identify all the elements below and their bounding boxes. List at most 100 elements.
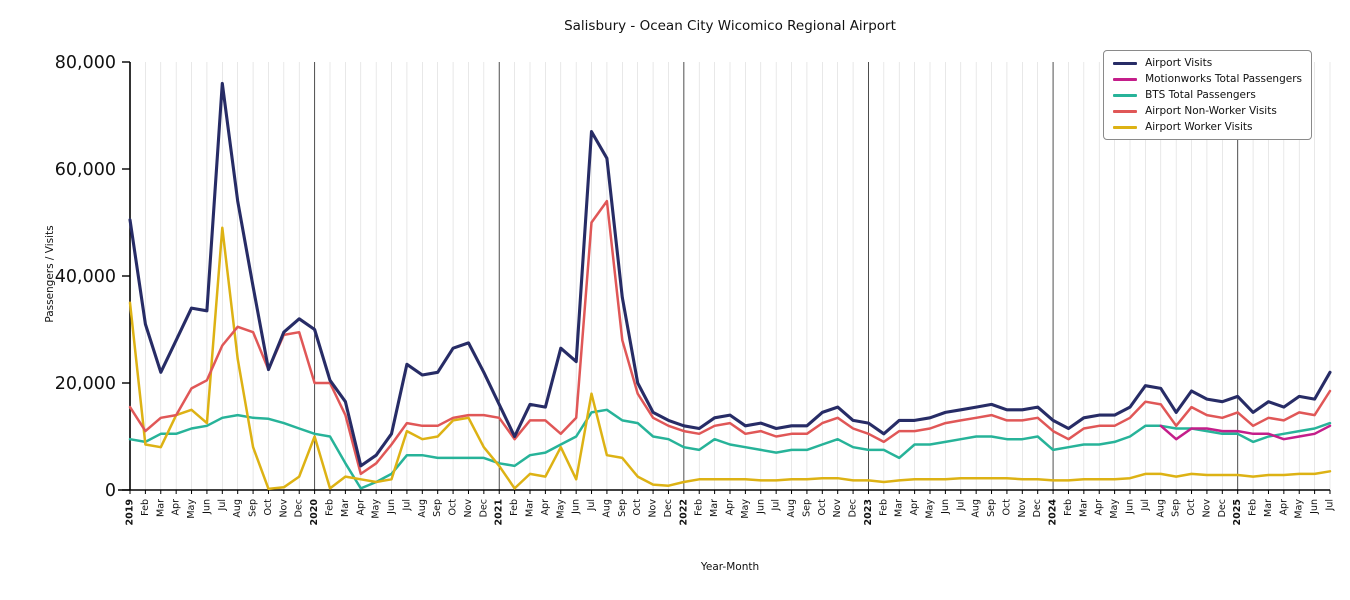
legend-line-swatch: [1113, 125, 1138, 129]
x-tick-label: May: [186, 499, 197, 519]
x-tick-label: 2023: [863, 499, 874, 525]
y-tick-label: 60,000: [55, 160, 116, 180]
x-tick-label: Aug: [601, 499, 612, 518]
x-tick-label: 2022: [678, 499, 689, 525]
x-tick-label: Dec: [1032, 499, 1043, 517]
x-tick-label: Oct: [817, 499, 828, 516]
x-tick-label: May: [1294, 499, 1305, 519]
x-tick-label: Apr: [909, 499, 920, 516]
x-tick-label: Sep: [432, 499, 443, 517]
x-tick-label: Sep: [986, 499, 997, 517]
x-tick-label: Jul: [955, 499, 966, 511]
x-tick-label: Oct: [632, 499, 643, 516]
x-tick-label: Feb: [878, 499, 889, 516]
x-tick-label: Dec: [294, 499, 305, 517]
legend-line-swatch: [1113, 93, 1138, 97]
legend-label: Airport Visits: [1145, 57, 1213, 69]
series-line-motionworks-total-passengers: [1159, 424, 1332, 441]
legend-item: Motionworks Total Passengers: [1113, 73, 1302, 85]
x-tick-label: Mar: [1263, 499, 1274, 517]
x-tick-label: Apr: [725, 499, 736, 516]
y-tick-label: 40,000: [55, 267, 116, 287]
y-tick-label: 80,000: [55, 53, 116, 73]
x-tick-label: Jul: [217, 499, 228, 511]
x-tick-label: Apr: [540, 499, 551, 516]
legend-label: BTS Total Passengers: [1145, 89, 1256, 101]
chart-title: Salisbury - Ocean City Wicomico Regional…: [564, 18, 896, 34]
x-tick-label: Aug: [971, 499, 982, 518]
x-axis-label: Year-Month: [700, 561, 760, 573]
series-line-airport-worker-visits: [128, 226, 1332, 491]
x-tick-label: Sep: [1171, 499, 1182, 517]
series-line-bts-total-passengers: [128, 408, 1332, 490]
x-tick-label: Nov: [278, 499, 289, 518]
x-tick-label: Sep: [248, 499, 259, 517]
x-tick-label: 2020: [309, 499, 320, 526]
series-line-airport-non-worker-visits: [128, 199, 1332, 476]
x-tick-label: Apr: [1278, 499, 1289, 516]
x-tick-label: 2019: [125, 499, 136, 525]
x-tick-label: Oct: [1186, 499, 1197, 516]
x-tick-label: May: [740, 499, 751, 519]
x-tick-label: Dec: [848, 499, 859, 517]
series-line-airport-visits: [128, 81, 1332, 468]
x-tick-label: Jul: [771, 499, 782, 511]
x-tick-label: Mar: [525, 499, 536, 517]
x-tick-label: Aug: [1155, 499, 1166, 518]
x-tick-label: Dec: [663, 499, 674, 517]
x-tick-label: Jun: [1125, 499, 1136, 515]
x-tick-label: Nov: [832, 499, 843, 518]
legend-item: Airport Visits: [1113, 57, 1302, 69]
x-tick-label: Dec: [1217, 499, 1228, 517]
x-tick-label: May: [925, 499, 936, 519]
x-tick-label: Oct: [263, 499, 274, 516]
x-tick-label: May: [555, 499, 566, 519]
x-tick-label: Jun: [201, 499, 212, 515]
legend-label: Airport Worker Visits: [1145, 121, 1253, 133]
x-tick-label: May: [1109, 499, 1120, 519]
y-tick-label: 20,000: [55, 374, 116, 394]
x-tick-label: Mar: [894, 499, 905, 517]
x-tick-label: Jul: [1325, 499, 1336, 511]
x-tick-label: Feb: [694, 499, 705, 516]
y-tick-label: 0: [105, 481, 116, 501]
x-tick-label: Apr: [1094, 499, 1105, 516]
x-tick-label: 2025: [1232, 499, 1243, 525]
legend-line-swatch: [1113, 109, 1138, 113]
x-tick-label: Jul: [586, 499, 597, 511]
x-tick-label: Jul: [401, 499, 412, 511]
x-tick-label: Feb: [1248, 499, 1259, 516]
legend-line-swatch: [1113, 77, 1138, 81]
x-tick-label: Apr: [171, 499, 182, 516]
x-tick-label: Feb: [509, 499, 520, 516]
x-tick-label: Feb: [1063, 499, 1074, 516]
x-tick-label: Aug: [232, 499, 243, 518]
x-tick-label: Jun: [1309, 499, 1320, 515]
x-tick-label: Aug: [786, 499, 797, 518]
x-tick-label: Jun: [755, 499, 766, 515]
legend-item: Airport Worker Visits: [1113, 121, 1302, 133]
legend-item: Airport Non-Worker Visits: [1113, 105, 1302, 117]
x-tick-label: Dec: [478, 499, 489, 517]
x-tick-label: Mar: [155, 499, 166, 517]
x-tick-label: Nov: [1017, 499, 1028, 518]
x-tick-label: May: [371, 499, 382, 519]
x-tick-label: 2024: [1048, 499, 1059, 526]
y-axis-label: Passengers / Visits: [44, 225, 56, 323]
x-tick-label: Nov: [1201, 499, 1212, 518]
x-tick-label: Mar: [340, 499, 351, 517]
x-tick-label: Feb: [325, 499, 336, 516]
x-tick-label: Mar: [709, 499, 720, 517]
x-tick-label: Mar: [1078, 499, 1089, 517]
x-tick-label: Sep: [617, 499, 628, 517]
legend: Airport Visits Motionworks Total Passenge…: [1103, 50, 1312, 140]
x-tick-label: Oct: [448, 499, 459, 516]
x-tick-label: Sep: [801, 499, 812, 517]
x-tick-label: Oct: [1001, 499, 1012, 516]
x-tick-label: Jun: [940, 499, 951, 515]
x-tick-label: Jul: [1140, 499, 1151, 511]
x-tick-label: Aug: [417, 499, 428, 518]
legend-label: Airport Non-Worker Visits: [1145, 105, 1277, 117]
x-tick-label: Nov: [463, 499, 474, 518]
